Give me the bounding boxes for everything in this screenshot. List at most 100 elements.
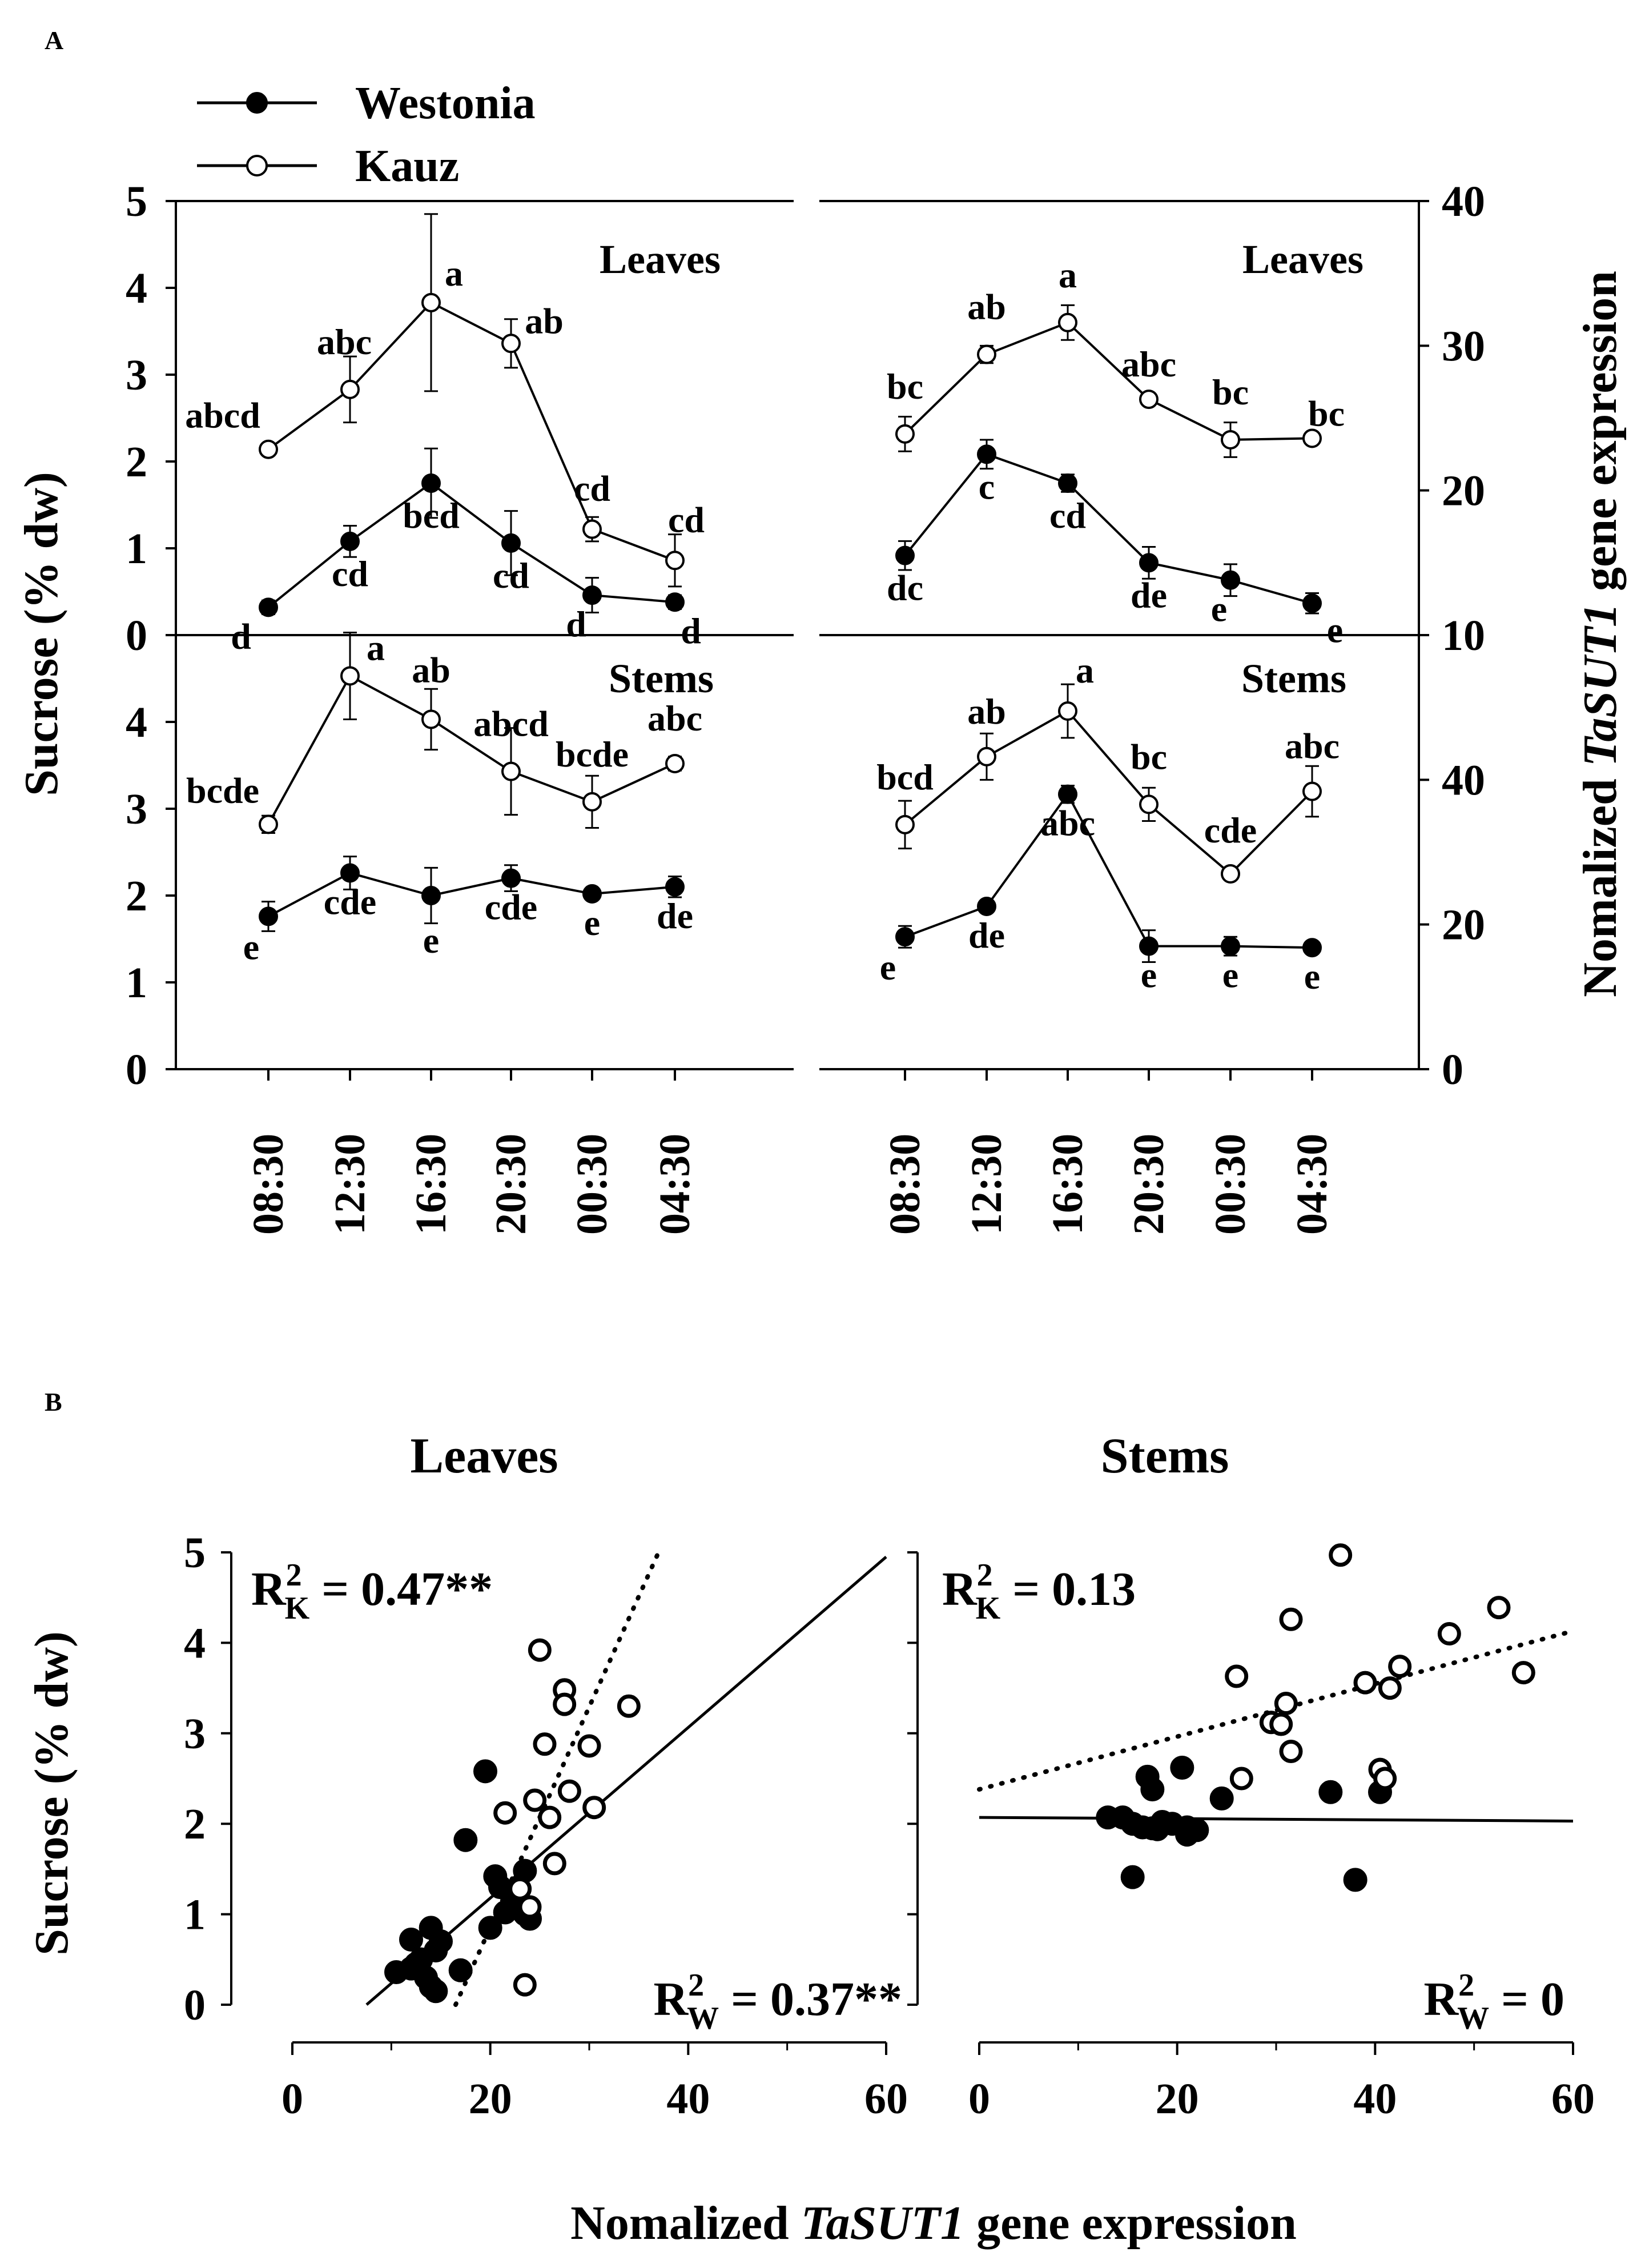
y-tick-label-3: 3 <box>126 351 147 399</box>
point-westonia-12:30 <box>340 863 360 883</box>
significance-letter: bcde <box>556 734 629 774</box>
r2-westonia-annotation-part: 2 <box>688 1968 704 2003</box>
y-tick-label-40: 40 <box>1442 756 1485 804</box>
x-tick-label-20:30: 20:30 <box>1125 1134 1173 1235</box>
x-tick-label-40: 40 <box>1353 2075 1397 2123</box>
legend-kauz-label: Kauz <box>355 141 459 191</box>
y-tick-label-40: 40 <box>1442 178 1485 226</box>
point-kauz <box>1373 1767 1397 1791</box>
b-x-title-gene: TaSUT1 <box>801 2197 964 2250</box>
point-westonia <box>493 1900 517 1925</box>
point-kauz <box>1388 1655 1412 1679</box>
point-kauz-00:30 <box>582 792 602 812</box>
y-tick-label-0: 0 <box>126 1046 147 1094</box>
significance-letter: e <box>1327 609 1343 650</box>
point-westonia-16:30 <box>421 886 441 905</box>
b-leaves-title: Leaves <box>410 1428 558 1484</box>
point-westonia-12:30 <box>977 897 996 916</box>
point-westonia-20:30 <box>501 533 521 553</box>
point-kauz <box>577 1734 601 1758</box>
point-kauz <box>508 1877 532 1901</box>
r2-westonia-annotation-part: R <box>653 1973 689 2026</box>
point-kauz-04:30 <box>1302 781 1322 801</box>
series-line-kauz <box>267 301 675 562</box>
significance-letter: bc <box>1212 372 1249 412</box>
b-left-axes <box>230 1552 886 2044</box>
point-kauz-16:30 <box>1058 312 1077 332</box>
r2-kauz-annotation-part: K <box>285 1591 310 1626</box>
point-westonia-20:30 <box>501 868 521 888</box>
significance-letter: bcd <box>403 495 460 536</box>
point-kauz <box>1225 1664 1249 1688</box>
r2-westonia-annotation: R2 W = 0.37** <box>653 1968 902 2036</box>
point-westonia <box>1209 1786 1234 1811</box>
point-kauz <box>1353 1671 1377 1695</box>
point-kauz-12:30 <box>340 379 360 399</box>
y-tick-label-2: 2 <box>126 872 147 920</box>
point-westonia <box>1343 1868 1367 1892</box>
point-kauz <box>493 1801 517 1825</box>
point-westonia-12:30 <box>340 531 360 551</box>
significance-letter: de <box>657 896 693 936</box>
point-westonia-08:30 <box>259 906 278 926</box>
y-tick-label-4: 4 <box>184 1619 206 1667</box>
r2-westonia-annotation-part: 2 <box>1458 1968 1474 2003</box>
significance-letter: a <box>445 253 463 294</box>
point-kauz <box>538 1805 562 1829</box>
point-kauz <box>518 1895 542 1919</box>
significance-letter: bcd <box>876 757 934 797</box>
point-kauz <box>1487 1596 1511 1620</box>
point-kauz-04:30 <box>665 551 685 571</box>
point-kauz-00:30 <box>1221 864 1240 884</box>
point-westonia-00:30 <box>582 585 602 605</box>
legend-kauz-marker <box>246 155 268 176</box>
significance-letter: bc <box>887 366 923 407</box>
r2-westonia-annotation-part: = 0 <box>1489 1973 1564 2026</box>
significance-letter: d <box>681 611 701 651</box>
a-y-title-sucrose: Sucrose (% dw) <box>15 472 68 796</box>
y-tick-label-1: 1 <box>126 959 147 1007</box>
y-tick-label-5: 5 <box>184 1529 206 1577</box>
r2-kauz-annotation-part: R <box>251 1563 287 1616</box>
point-kauz <box>1269 1712 1293 1736</box>
significance-letter: ab <box>967 287 1006 327</box>
point-kauz-04:30 <box>665 753 685 773</box>
x-tick-label-60: 60 <box>1551 2075 1595 2123</box>
significance-letter: e <box>1222 955 1238 995</box>
point-westonia-04:30 <box>1302 938 1322 958</box>
b-y-title-sucrose: Sucrose (% dw) <box>25 1631 78 1956</box>
r2-kauz-annotation-part: = 0.13 <box>1000 1563 1136 1616</box>
significance-letter: e <box>1304 956 1320 997</box>
series-line-kauz <box>904 321 1313 441</box>
point-westonia-04:30 <box>1302 593 1322 613</box>
fit-line-westonia <box>365 1556 887 2006</box>
point-kauz-04:30 <box>1302 428 1322 448</box>
significance-letter: d <box>231 616 251 656</box>
point-westonia-04:30 <box>665 592 685 612</box>
significance-letter: e <box>423 920 439 961</box>
significance-letter: abc <box>317 322 372 362</box>
a-left-stems-label: Stems <box>609 656 714 701</box>
r2-kauz-annotation: R2 K = 0.47** <box>251 1558 493 1626</box>
significance-letter: cd <box>1049 495 1086 536</box>
point-westonia-12:30 <box>977 444 996 464</box>
point-kauz-12:30 <box>977 344 996 364</box>
point-kauz-20:30 <box>501 761 521 781</box>
significance-letter: e <box>1141 955 1157 995</box>
fit-line-westonia <box>979 1816 1574 1823</box>
x-tick-label-0: 0 <box>281 2075 303 2123</box>
significance-letter: cd <box>493 555 529 596</box>
legend-westonia-label: Westonia <box>355 78 536 129</box>
a-right-leaves-label: Leaves <box>1242 236 1363 282</box>
panel-label-b: B <box>45 1387 62 1416</box>
legend-westonia-marker <box>246 92 268 114</box>
significance-letter: c <box>979 466 995 507</box>
point-westonia <box>409 1947 433 1972</box>
significance-letter: a <box>367 627 385 668</box>
point-westonia <box>448 1958 473 1982</box>
significance-letter: a <box>1076 650 1094 691</box>
